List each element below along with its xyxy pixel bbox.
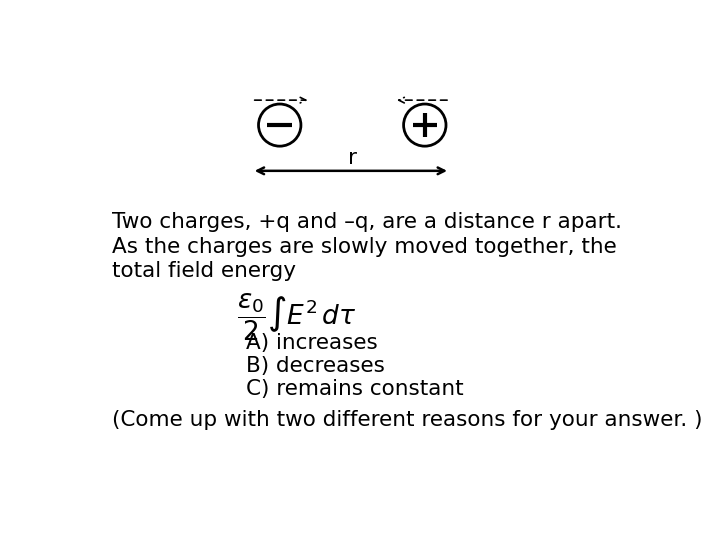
Text: B) decreases: B) decreases xyxy=(246,356,385,376)
Text: r: r xyxy=(348,148,357,168)
Text: total field energy: total field energy xyxy=(112,261,297,281)
Text: C) remains constant: C) remains constant xyxy=(246,379,464,399)
Text: A) increases: A) increases xyxy=(246,333,378,353)
Text: Two charges, +q and –q, are a distance r apart.: Two charges, +q and –q, are a distance r… xyxy=(112,212,622,232)
Text: (Come up with two different reasons for your answer. ): (Come up with two different reasons for … xyxy=(112,410,703,430)
Text: $\dfrac{\varepsilon_0}{2}\int E^2\, d\tau$: $\dfrac{\varepsilon_0}{2}\int E^2\, d\ta… xyxy=(237,292,356,343)
Text: As the charges are slowly moved together, the: As the charges are slowly moved together… xyxy=(112,237,617,256)
